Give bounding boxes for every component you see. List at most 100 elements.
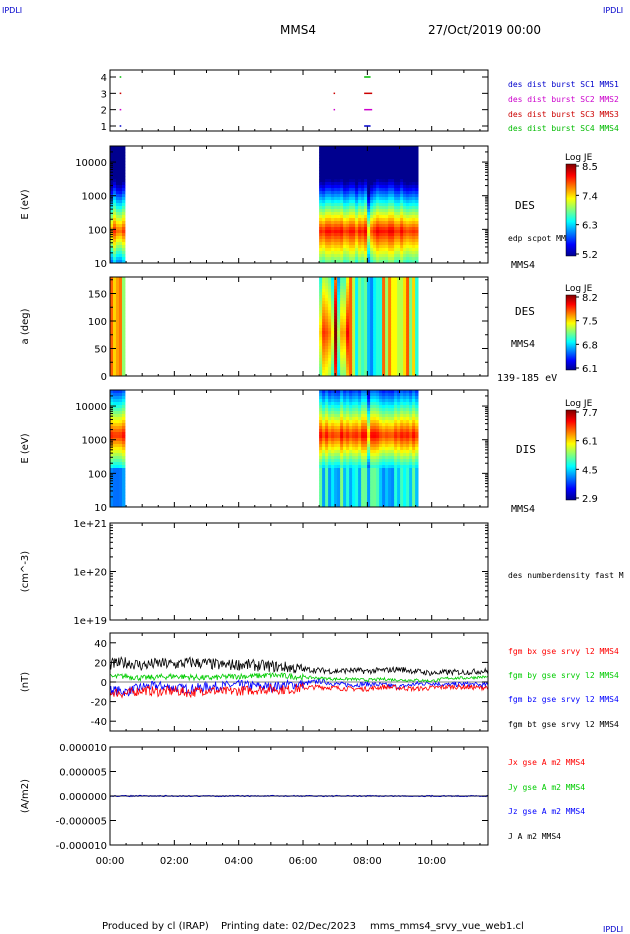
spectrogram-cell bbox=[415, 316, 419, 320]
spectrogram-cell bbox=[367, 429, 371, 433]
spectrogram-cell bbox=[328, 251, 332, 255]
des-pa-y-tick-label: 0 bbox=[101, 372, 107, 383]
spectrogram-cell bbox=[412, 355, 416, 359]
spectrogram-cell bbox=[355, 337, 359, 341]
spectrogram-cell bbox=[355, 343, 359, 347]
spectrogram-cell bbox=[415, 364, 419, 368]
spectrogram-cell bbox=[394, 158, 398, 162]
spectrogram-cell bbox=[373, 176, 377, 180]
spectrogram-cell bbox=[334, 197, 338, 201]
spectrogram-cell bbox=[319, 212, 323, 216]
spectrogram-cell bbox=[343, 340, 347, 344]
spectrogram-cell bbox=[373, 492, 377, 496]
spectrogram-cell bbox=[340, 396, 344, 400]
spectrogram-cell bbox=[382, 227, 386, 231]
spectrogram-cell bbox=[364, 200, 368, 204]
spectrogram-cell bbox=[358, 322, 362, 326]
spectrogram-cell bbox=[328, 343, 332, 347]
spectrogram-cell bbox=[319, 283, 323, 287]
spectrogram-cell bbox=[415, 173, 419, 177]
spectrogram-cell bbox=[337, 471, 341, 475]
spectrogram-cell bbox=[346, 334, 350, 338]
spectrogram-cell bbox=[334, 316, 338, 320]
spectrogram-cell bbox=[391, 414, 395, 418]
spectrogram-cell bbox=[119, 289, 123, 293]
spectrogram-cell bbox=[334, 185, 338, 189]
spectrogram-cell bbox=[361, 292, 365, 296]
dis-energy-colorbar-title: Log JE bbox=[565, 399, 593, 409]
spectrogram-cell bbox=[397, 429, 401, 433]
spectrogram-cell bbox=[379, 176, 383, 180]
spectrogram-cell bbox=[119, 155, 123, 159]
spectrogram-cell bbox=[379, 251, 383, 255]
spectrogram-cell bbox=[409, 200, 413, 204]
spectrogram-cell bbox=[119, 325, 123, 329]
spectrogram-cell bbox=[337, 450, 341, 454]
spectrogram-cell bbox=[394, 298, 398, 302]
spectrogram-cell bbox=[340, 474, 344, 478]
spectrogram-cell bbox=[382, 152, 386, 156]
spectrogram-cell bbox=[379, 432, 383, 436]
spectrogram-cell bbox=[409, 492, 413, 496]
spectrogram-cell bbox=[367, 301, 371, 305]
x-tick-label: 10:00 bbox=[417, 856, 446, 867]
spectrogram-cell bbox=[403, 408, 407, 412]
spectrogram-cell bbox=[400, 161, 404, 165]
spectrogram-cell bbox=[340, 206, 344, 210]
spectrogram-cell bbox=[110, 304, 114, 308]
spectrogram-cell bbox=[355, 239, 359, 243]
spectrogram-cell bbox=[406, 334, 410, 338]
spectrogram-cell bbox=[406, 191, 410, 195]
spectrogram-cell bbox=[322, 337, 326, 341]
spectrogram-cell bbox=[352, 319, 356, 323]
spectrogram-cell bbox=[388, 251, 392, 255]
spectrogram-cell bbox=[415, 325, 419, 329]
spectrogram-cell bbox=[391, 373, 395, 377]
spectrogram-cell bbox=[358, 334, 362, 338]
spectrogram-cell bbox=[409, 408, 413, 412]
spectrogram-cell bbox=[370, 224, 374, 228]
spectrogram-cell bbox=[403, 152, 407, 156]
spectrogram-cell bbox=[379, 486, 383, 490]
spectrogram-cell bbox=[352, 191, 356, 195]
spectrogram-cell bbox=[409, 414, 413, 418]
spectrogram-cell bbox=[110, 498, 114, 502]
spectrogram-cell bbox=[119, 158, 123, 162]
spectrogram-cell bbox=[376, 504, 380, 508]
spectrogram-cell bbox=[361, 152, 365, 156]
spectrogram-cell bbox=[364, 346, 368, 350]
spectrogram-cell bbox=[319, 489, 323, 493]
spectrogram-cell bbox=[415, 399, 419, 403]
spectrogram-cell bbox=[370, 486, 374, 490]
spectrogram-cell bbox=[337, 429, 341, 433]
spectrogram-cell bbox=[325, 224, 329, 228]
current-legend-entry: J A m2 MMS4 bbox=[508, 832, 561, 841]
spectrogram-cell bbox=[349, 477, 353, 481]
spectrogram-cell bbox=[379, 462, 383, 466]
spectrogram-cell bbox=[122, 224, 126, 228]
spectrogram-cell bbox=[400, 164, 404, 168]
spectrogram-cell bbox=[364, 325, 368, 329]
spectrogram-cell bbox=[379, 426, 383, 430]
spectrogram-cell bbox=[394, 480, 398, 484]
spectrogram-cell bbox=[116, 438, 120, 442]
spectrogram-cell bbox=[403, 471, 407, 475]
spectrogram-cell bbox=[415, 280, 419, 284]
spectrogram-cell bbox=[331, 301, 335, 305]
spectrogram-cell bbox=[415, 248, 419, 252]
spectrogram-cell bbox=[355, 414, 359, 418]
spectrogram-cell bbox=[397, 316, 401, 320]
spectrogram-cell bbox=[113, 426, 117, 430]
spectrogram-cell bbox=[116, 459, 120, 463]
spectrogram-cell bbox=[346, 489, 350, 493]
spectrogram-cell bbox=[343, 399, 347, 403]
spectrogram-cell bbox=[367, 173, 371, 177]
spectrogram-cell bbox=[113, 340, 117, 344]
spectrogram-cell bbox=[409, 396, 413, 400]
spectrogram-cell bbox=[397, 200, 401, 204]
spectrogram-cell bbox=[331, 295, 335, 299]
spectrogram-cell bbox=[337, 390, 341, 394]
spectrogram-cell bbox=[376, 373, 380, 377]
spectrogram-cell bbox=[349, 393, 353, 397]
spectrogram-cell bbox=[337, 307, 341, 311]
